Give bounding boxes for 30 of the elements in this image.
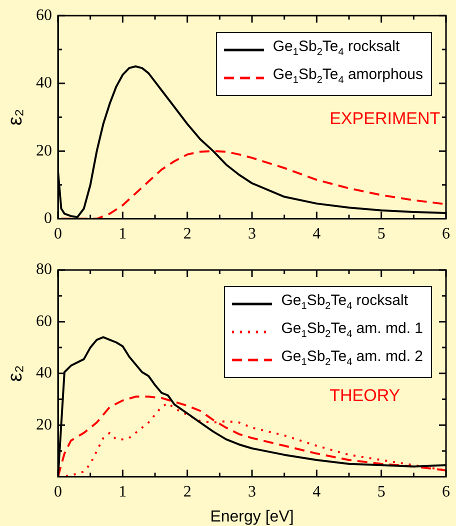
x-tick-label: 6: [442, 484, 450, 501]
x-tick-label: 5: [377, 484, 386, 501]
x-tick-label: 1: [118, 226, 127, 243]
y-tick-label: 60: [36, 312, 52, 330]
legend-label: Ge$_{1}$Sb$_{2}$Te$_{4}$ am. md. 1: [281, 319, 423, 342]
legend-label: Ge$_{1}$Sb$_{2}$Te$_{4}$ rocksalt: [281, 291, 408, 314]
x-tick-label: 3: [248, 484, 256, 501]
x-tick-label: 6: [442, 226, 450, 243]
y-tick-label: 80: [36, 261, 52, 278]
x-tick-label: 4: [312, 226, 321, 243]
legend-label: Ge$_{1}$Sb$_{2}$Te$_{4}$ amorphous: [272, 64, 423, 88]
legend-label: Ge$_{1}$Sb$_{2}$Te$_{4}$ am. md. 2: [281, 347, 423, 370]
annotation: EXPERIMENT: [330, 109, 440, 130]
y-tick-label: 40: [36, 364, 52, 382]
y-tick-label: 20: [36, 142, 52, 160]
x-axis-title: Energy [eV]: [210, 508, 294, 526]
legend-label: Ge$_{1}$Sb$_{2}$Te$_{4}$ rocksalt: [272, 36, 400, 60]
y-axis-title: ε₂: [4, 365, 27, 382]
x-tick-label: 2: [183, 484, 192, 501]
y-tick-label: 40: [36, 74, 52, 92]
annotation: THEORY: [330, 386, 400, 406]
x-tick-label: 1: [118, 484, 127, 501]
x-tick-label: 2: [183, 226, 192, 243]
y-axis-title: ε₂: [4, 108, 27, 126]
x-tick-label: 3: [248, 226, 256, 243]
x-tick-label: 4: [312, 484, 321, 501]
x-tick-label: 5: [377, 226, 386, 243]
y-tick-label: 0: [44, 210, 52, 228]
y-tick-label: 20: [36, 416, 52, 434]
y-tick-label: 60: [36, 6, 52, 24]
